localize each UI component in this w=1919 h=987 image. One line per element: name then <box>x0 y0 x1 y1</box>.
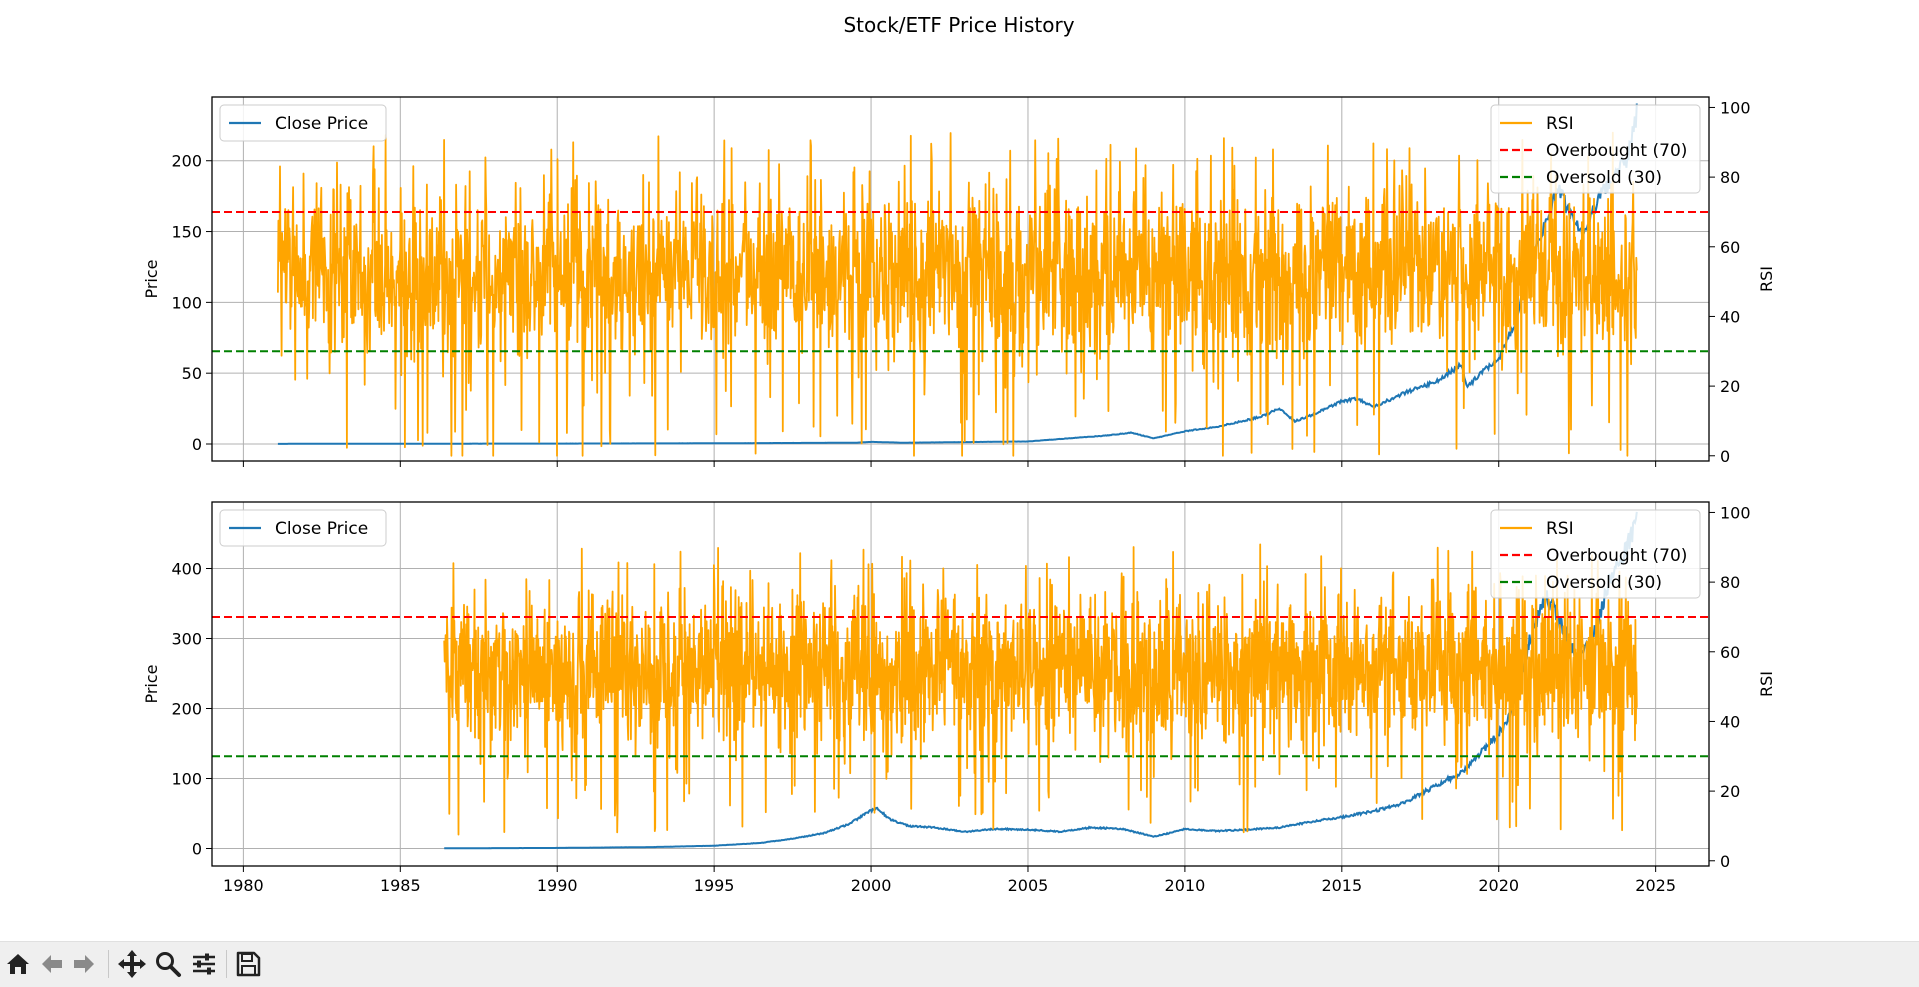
x-tick-label: 1985 <box>380 876 421 895</box>
legend-label: Oversold (30) <box>1546 168 1662 188</box>
subplot-2: 1980 1985 1990 1995 2000 2005 2010 2015 2020 2025… <box>142 501 1776 895</box>
y2-axis-label: RSI <box>1757 671 1776 697</box>
legend-close-price: Close Price <box>219 104 387 142</box>
x-tick-label: 1980 <box>223 876 264 895</box>
legend-box <box>1490 509 1701 599</box>
legend-rsi: RSI Overbought (70) Oversold (30) <box>1490 509 1701 599</box>
subplot-1: 0 50 100 150 200 Price 0 20 40 60 80 100 RSI Close Pr… <box>142 96 1776 467</box>
toolbar-separator <box>108 950 109 978</box>
plot-area <box>212 511 1709 850</box>
y2-tick-label: 0 <box>1720 852 1730 871</box>
legend-box <box>1490 104 1701 194</box>
y2-tick-label: 20 <box>1720 377 1740 396</box>
home-button[interactable] <box>2 948 34 980</box>
x-tick-label: 2020 <box>1478 876 1519 895</box>
legend-label: Oversold (30) <box>1546 573 1662 593</box>
figure-title: Stock/ETF Price History <box>843 13 1074 37</box>
y-axis-left: 0 100 200 300 400 Price <box>142 560 212 859</box>
y-tick-label: 400 <box>171 560 202 579</box>
legend-label: RSI <box>1546 114 1574 134</box>
legend-label: Overbought (70) <box>1546 546 1687 566</box>
y-tick-label: 300 <box>171 630 202 649</box>
axes-frame <box>211 96 1710 462</box>
close-price-line <box>277 103 1638 445</box>
y-tick-label: 0 <box>192 435 202 454</box>
y-tick-label: 100 <box>171 770 202 789</box>
legend-box <box>219 509 387 547</box>
y-axis-left: 0 50 100 150 200 Price <box>142 152 212 454</box>
y-tick-label: 150 <box>171 223 202 242</box>
zoom-button[interactable] <box>152 948 184 980</box>
legend-close-price: Close Price <box>219 509 387 547</box>
x-axis <box>242 461 1657 467</box>
rsi-line <box>443 543 1638 836</box>
y-tick-label: 50 <box>182 364 202 383</box>
pan-icon <box>118 950 146 978</box>
y2-tick-label: 100 <box>1720 503 1751 522</box>
figure: Stock/ETF Price History 0 50 100 150 200 Pric… <box>142 13 1776 895</box>
y2-tick-label: 40 <box>1720 307 1740 326</box>
save-button[interactable] <box>232 948 264 980</box>
y2-tick-label: 0 <box>1720 447 1730 466</box>
legend-box <box>219 104 387 142</box>
x-tick-label: 2025 <box>1635 876 1676 895</box>
y-axis-right: 0 20 40 60 80 100 RSI <box>1709 503 1776 871</box>
x-tick-label: 1995 <box>694 876 735 895</box>
y2-tick-label: 100 <box>1720 98 1751 117</box>
x-tick-label: 1990 <box>537 876 578 895</box>
legend-label: Close Price <box>275 519 368 539</box>
y2-tick-label: 80 <box>1720 168 1740 187</box>
rsi-line <box>277 131 1638 457</box>
legend-label: Overbought (70) <box>1546 141 1687 161</box>
forward-arrow-icon <box>74 955 94 973</box>
x-tick-label: 2010 <box>1165 876 1206 895</box>
y2-tick-label: 40 <box>1720 712 1740 731</box>
y2-tick-label: 80 <box>1720 573 1740 592</box>
y2-tick-label: 60 <box>1720 643 1740 662</box>
y-tick-label: 200 <box>171 152 202 171</box>
navigation-toolbar <box>0 941 1919 987</box>
plot-area <box>212 103 1709 457</box>
x-tick-label: 2015 <box>1321 876 1362 895</box>
legend-rsi: RSI Overbought (70) Oversold (30) <box>1490 104 1701 194</box>
axes-frame <box>211 501 1710 867</box>
back-button[interactable] <box>36 948 68 980</box>
y-axis-right: 0 20 40 60 80 100 RSI <box>1709 98 1776 466</box>
pan-button[interactable] <box>116 948 148 980</box>
back-arrow-icon <box>42 955 62 973</box>
legend-label: RSI <box>1546 519 1574 539</box>
y-tick-label: 0 <box>192 840 202 859</box>
y-axis-label: Price <box>142 664 161 703</box>
x-tick-label: 2005 <box>1008 876 1049 895</box>
configure-subplots-button[interactable] <box>188 948 220 980</box>
x-axis: 1980 1985 1990 1995 2000 2005 2010 2015 2020 2025 <box>223 866 1676 895</box>
forward-button[interactable] <box>68 948 100 980</box>
y-axis-label: Price <box>142 259 161 298</box>
configure-subplots-icon <box>193 953 215 975</box>
legend-label: Close Price <box>275 114 368 134</box>
y2-tick-label: 20 <box>1720 782 1740 801</box>
y2-tick-label: 60 <box>1720 238 1740 257</box>
zoom-icon <box>156 952 181 977</box>
home-icon <box>7 954 29 974</box>
y2-axis-label: RSI <box>1757 266 1776 292</box>
figure-canvas: Stock/ETF Price History 050100150200Pric… <box>142 13 1776 895</box>
toolbar-separator <box>226 950 227 978</box>
y-tick-label: 200 <box>171 700 202 719</box>
y-tick-label: 100 <box>171 293 202 312</box>
close-price-line <box>444 511 1638 850</box>
x-tick-label: 2000 <box>851 876 892 895</box>
save-icon <box>236 951 261 977</box>
